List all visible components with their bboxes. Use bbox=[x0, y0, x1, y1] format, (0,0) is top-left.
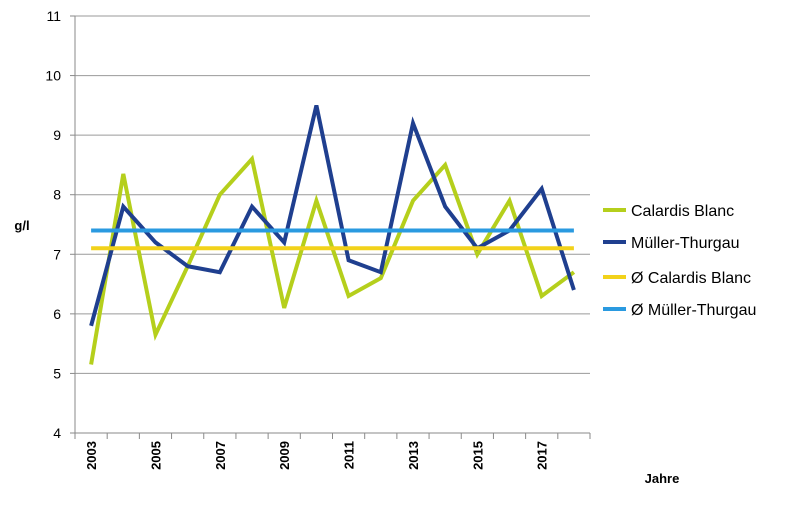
y-tick-label: 7 bbox=[53, 246, 61, 262]
series-line-m-ller-thurgau bbox=[89, 104, 576, 327]
y-tick-label: 11 bbox=[46, 8, 61, 24]
legend-label: Calardis Blanc bbox=[631, 203, 734, 220]
y-axis-label: g/l bbox=[14, 218, 29, 233]
x-tick-label: 2015 bbox=[470, 441, 485, 470]
legend-label: Ø Müller-Thurgau bbox=[631, 302, 756, 319]
legend-label: Müller-Thurgau bbox=[631, 235, 739, 252]
x-axis-ticks: 2003 2005 2007 2009 2011 2013 2015 2017 bbox=[74, 433, 591, 470]
y-tick-label: 6 bbox=[53, 306, 61, 322]
x-tick-label: 2017 bbox=[535, 441, 550, 470]
x-tick-label: 2007 bbox=[213, 441, 228, 470]
x-tick-label: 2013 bbox=[406, 441, 421, 470]
y-tick-label: 8 bbox=[53, 187, 61, 203]
x-tick-label: 2005 bbox=[148, 441, 163, 470]
y-axis-ticks: 4 5 6 7 8 9 10 11 bbox=[45, 8, 75, 441]
x-tick-label: 2011 bbox=[342, 441, 357, 469]
legend-label: Ø Calardis Blanc bbox=[631, 270, 751, 287]
x-axis-label: Jahre bbox=[645, 471, 680, 486]
y-tick-label: 4 bbox=[53, 425, 61, 441]
x-tick-label: 2003 bbox=[84, 441, 99, 470]
y-tick-label: 9 bbox=[53, 127, 61, 143]
legend: Calardis Blanc Müller-Thurgau Ø Calardis B… bbox=[603, 203, 756, 319]
y-tick-label: 10 bbox=[45, 68, 61, 84]
y-tick-label: 5 bbox=[53, 365, 61, 381]
gridlines bbox=[74, 15, 590, 434]
x-tick-label: 2009 bbox=[277, 441, 292, 470]
series-lines bbox=[89, 104, 576, 365]
